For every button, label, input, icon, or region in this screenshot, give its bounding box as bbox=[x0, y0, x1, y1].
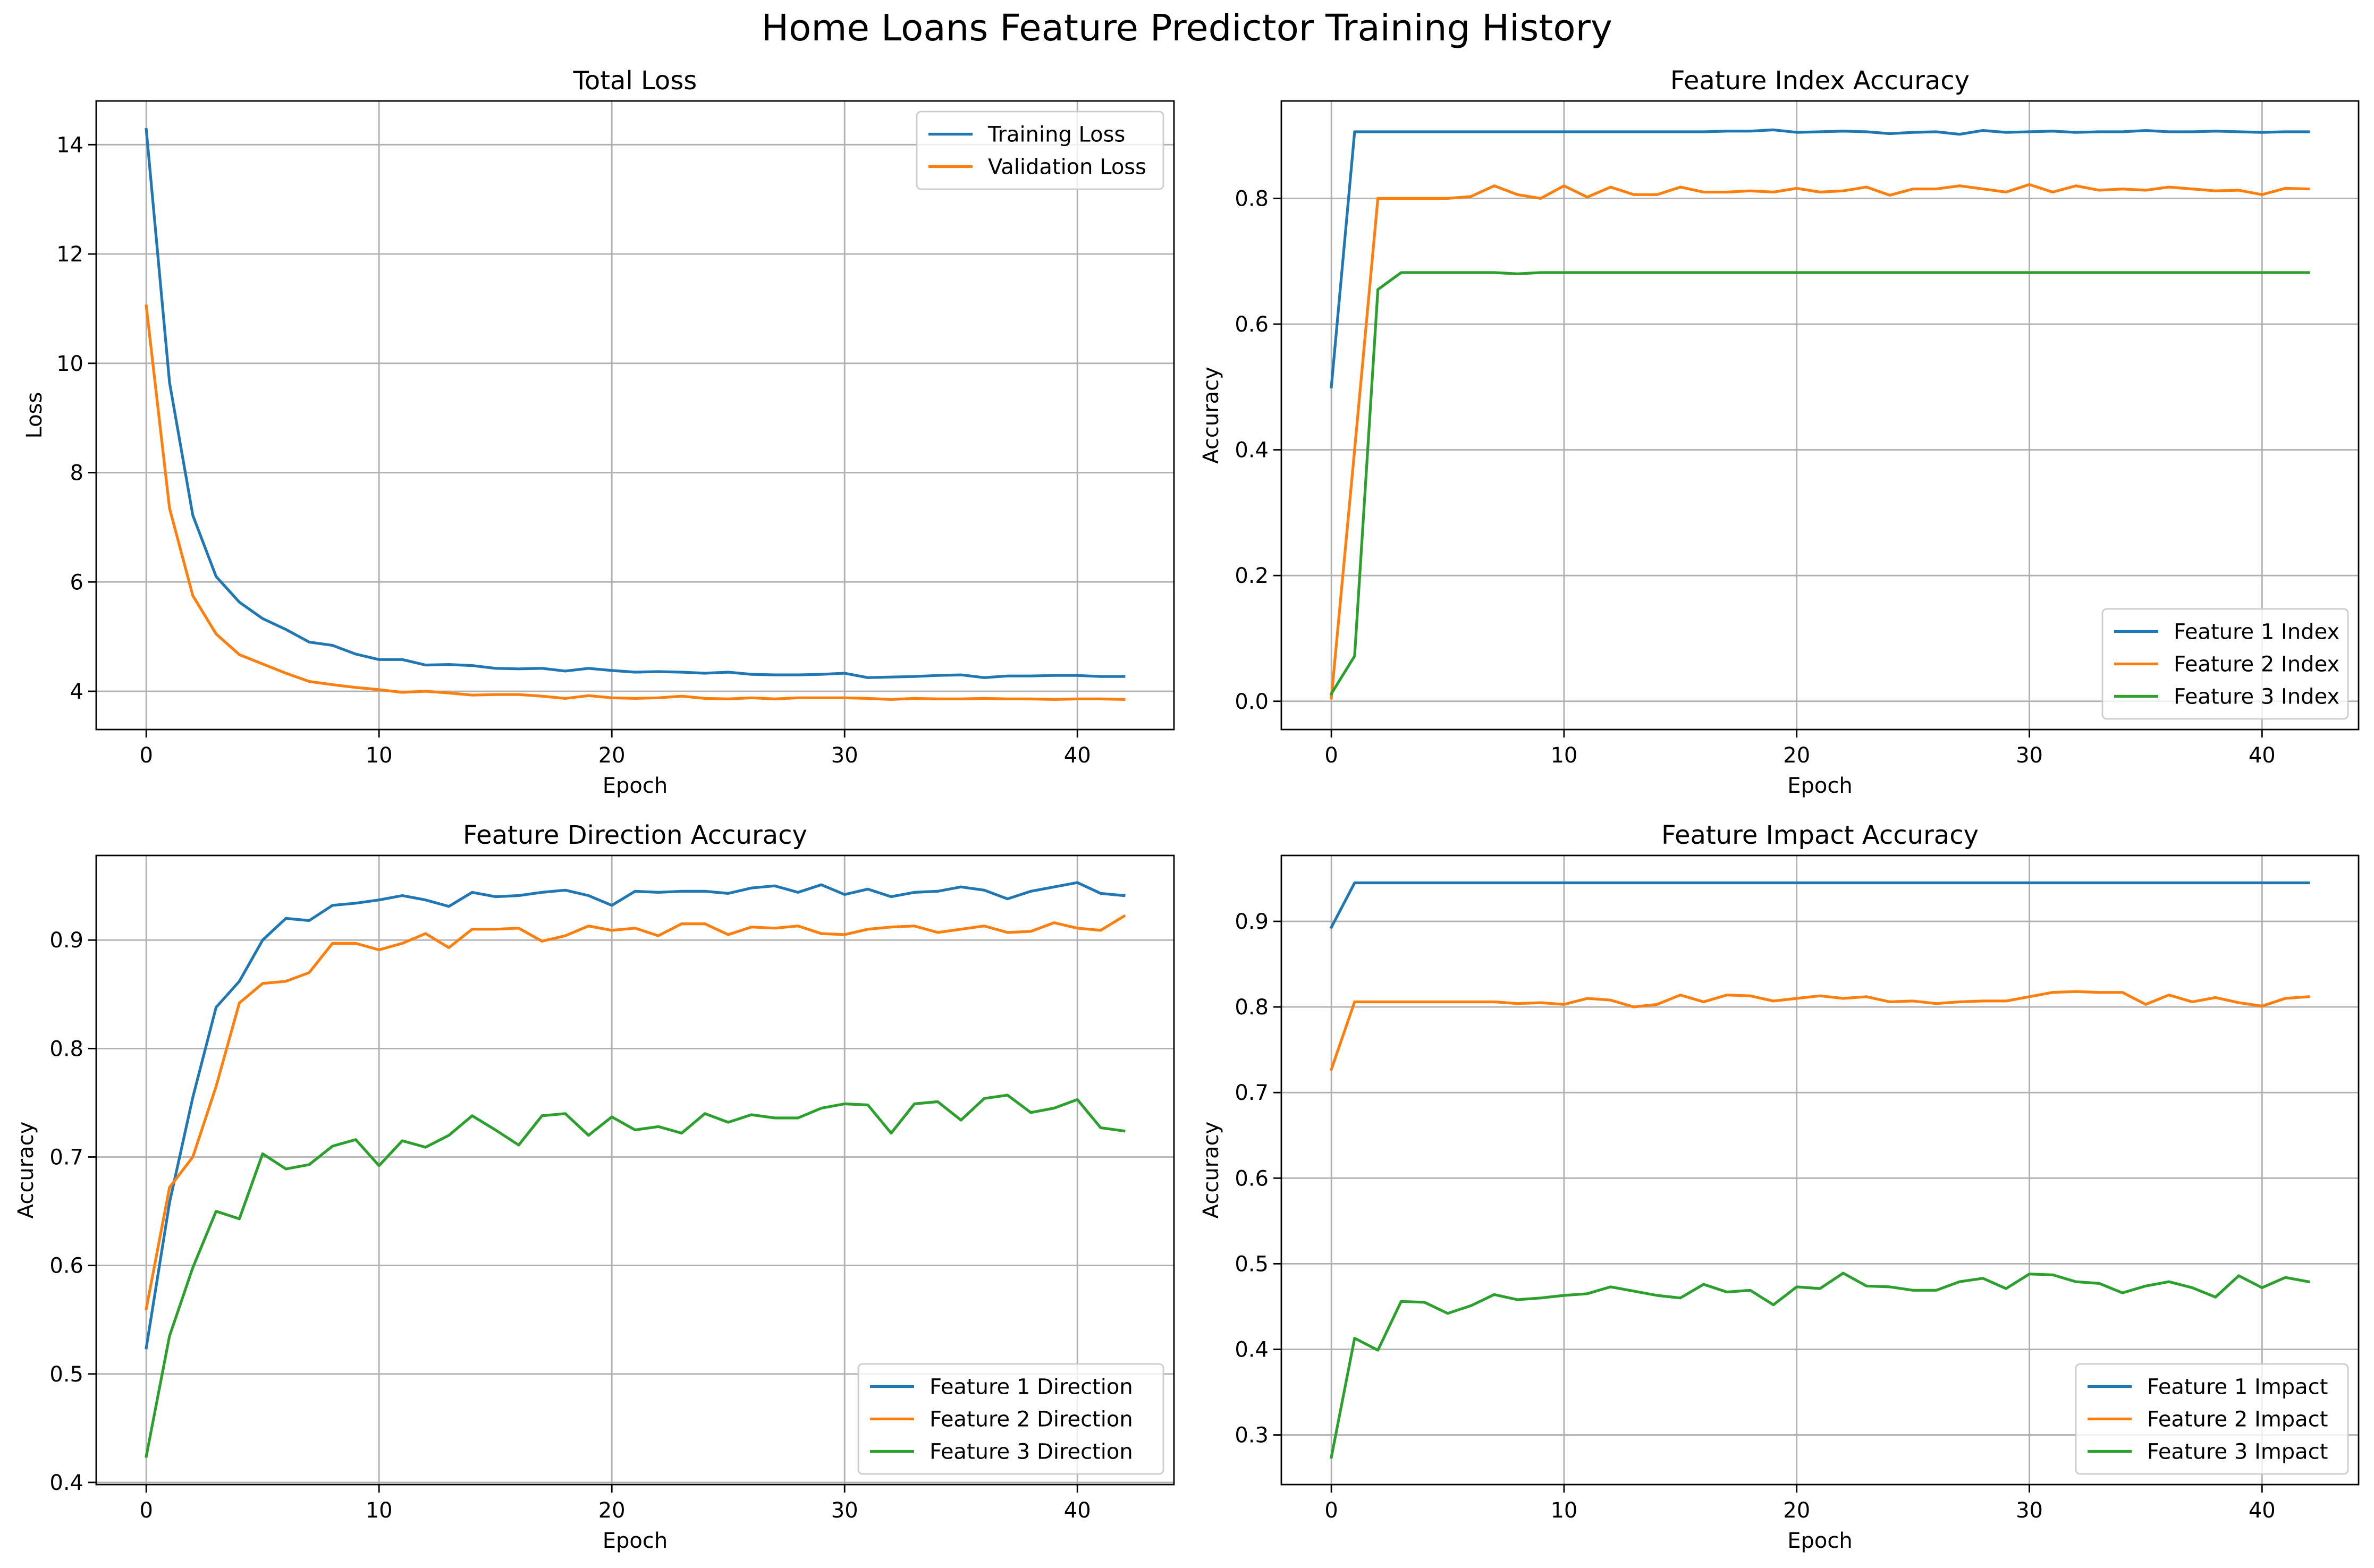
x-tick-label: 10 bbox=[366, 1498, 393, 1523]
subplot-title: Feature Index Accuracy bbox=[1670, 66, 1970, 96]
legend-box bbox=[857, 1363, 1164, 1475]
y-tick-label: 0.6 bbox=[1235, 312, 1269, 337]
y-tick-label: 14 bbox=[56, 133, 83, 157]
y-tick-label: 0.4 bbox=[1235, 438, 1269, 463]
x-tick-label: 0 bbox=[1324, 743, 1338, 768]
legend: Feature 1 Index Feature 2 Index Feature 3 … bbox=[2101, 608, 2349, 720]
x-tick-label: 10 bbox=[366, 743, 393, 768]
x-tick-label: 0 bbox=[139, 743, 153, 768]
legend-label-1: Feature 1 Impact bbox=[2147, 1375, 2328, 1400]
y-tick-label: 0.8 bbox=[1235, 187, 1269, 211]
series-line-2 bbox=[145, 914, 1126, 1311]
legend-box bbox=[2101, 608, 2349, 720]
y-tick-label: 0.9 bbox=[1235, 910, 1269, 934]
series-line-1 bbox=[145, 128, 1126, 679]
y-tick-label: 0.4 bbox=[49, 1471, 83, 1495]
series-line-2 bbox=[145, 304, 1126, 701]
axes-frame bbox=[1280, 100, 2360, 731]
legend: Feature 1 Impact Feature 2 Impact Feature … bbox=[2075, 1363, 2349, 1475]
y-axis-label: Accuracy bbox=[1199, 1122, 1223, 1219]
x-tick-label: 30 bbox=[831, 1498, 858, 1523]
subplot-3: 0 10 20 30 40 0.4 0.5 0.6 0.7 0.8 0.9 Feature Direc… bbox=[14, 820, 1175, 1553]
legend-label-1: Training Loss bbox=[987, 123, 1125, 147]
axes-frame bbox=[95, 100, 1175, 731]
y-tick-label: 10 bbox=[56, 352, 83, 376]
legend-label-2: Feature 2 Index bbox=[2174, 652, 2339, 677]
y-tick-label: 0.7 bbox=[49, 1146, 83, 1170]
y-tick-label: 0.8 bbox=[1235, 995, 1269, 1020]
legend-label-3: Feature 3 Impact bbox=[2147, 1440, 2328, 1464]
x-tick-label: 0 bbox=[1324, 1498, 1338, 1523]
x-tick-label: 40 bbox=[1064, 1498, 1091, 1523]
x-tick-label: 40 bbox=[2249, 743, 2276, 768]
y-tick-label: 0.5 bbox=[1235, 1252, 1269, 1276]
subplot-title: Feature Impact Accuracy bbox=[1661, 820, 1979, 850]
x-tick-label: 20 bbox=[1783, 1498, 1810, 1523]
x-tick-label: 30 bbox=[2016, 1498, 2043, 1523]
y-tick-label: 0.4 bbox=[1235, 1337, 1269, 1362]
y-tick-label: 0.0 bbox=[1235, 690, 1269, 714]
x-axis-label: Epoch bbox=[603, 1529, 668, 1553]
legend: Feature 1 Direction Feature 2 Direction Fe… bbox=[857, 1363, 1164, 1475]
legend-label-2: Feature 2 Direction bbox=[930, 1408, 1133, 1432]
x-tick-label: 30 bbox=[831, 743, 858, 768]
series-line-2 bbox=[1330, 183, 2310, 700]
legend: Training Loss Validation Loss bbox=[916, 111, 1164, 190]
y-tick-label: 8 bbox=[70, 461, 83, 486]
axes-frame bbox=[95, 854, 1175, 1486]
x-tick-label: 20 bbox=[598, 1498, 626, 1523]
x-tick-label: 20 bbox=[1783, 743, 1810, 768]
x-tick-label: 40 bbox=[1064, 743, 1091, 768]
series-line-3 bbox=[145, 1094, 1126, 1458]
series-line-3 bbox=[1330, 1272, 2310, 1459]
subplot-2: 0 10 20 30 40 0.0 0.2 0.4 0.6 0.8 Feature Index Ac… bbox=[1199, 66, 2360, 798]
subplot-title: Total Loss bbox=[573, 66, 697, 96]
legend-label-2: Validation Loss bbox=[988, 155, 1146, 180]
legend-box bbox=[916, 111, 1164, 190]
subplot-4: 0 10 20 30 40 0.3 0.4 0.5 0.6 0.7 0.8 0.9 Feature Im… bbox=[1199, 820, 2360, 1553]
figure-title: Home Loans Feature Predictor Training Hi… bbox=[761, 7, 1612, 49]
series-line-1 bbox=[1329, 881, 2310, 929]
x-tick-label: 20 bbox=[598, 743, 626, 768]
y-tick-label: 0.9 bbox=[49, 928, 83, 953]
series-line-1 bbox=[145, 881, 1126, 1350]
x-tick-label: 0 bbox=[139, 1498, 153, 1523]
y-tick-label: 0.8 bbox=[49, 1037, 83, 1061]
legend-label-2: Feature 2 Impact bbox=[2147, 1408, 2328, 1432]
y-tick-label: 0.2 bbox=[1235, 564, 1269, 588]
y-tick-label: 6 bbox=[70, 570, 83, 595]
series-line-3 bbox=[1329, 271, 2310, 696]
legend-label-3: Feature 3 Index bbox=[2174, 685, 2339, 709]
y-tick-label: 0.5 bbox=[49, 1362, 83, 1387]
legend-label-1: Feature 1 Direction bbox=[930, 1375, 1133, 1400]
y-tick-label: 0.6 bbox=[1235, 1166, 1269, 1191]
x-tick-label: 40 bbox=[2249, 1498, 2276, 1523]
x-tick-label: 10 bbox=[1550, 1498, 1577, 1523]
y-tick-label: 12 bbox=[56, 242, 83, 267]
subplot-title: Feature Direction Accuracy bbox=[463, 820, 807, 850]
y-axis-label: Accuracy bbox=[14, 1122, 38, 1219]
y-tick-label: 4 bbox=[70, 680, 83, 704]
legend-label-3: Feature 3 Direction bbox=[930, 1440, 1133, 1464]
y-axis-label: Loss bbox=[22, 392, 47, 439]
axes-frame bbox=[1280, 854, 2360, 1486]
series-line-2 bbox=[1329, 990, 2310, 1072]
series-line-1 bbox=[1330, 128, 2310, 389]
y-tick-label: 0.6 bbox=[49, 1254, 83, 1278]
x-tick-label: 30 bbox=[2016, 743, 2043, 768]
subplot-1: 0 10 20 30 40 4 6 8 10 12 14 Total Loss Epoch Loss Tra… bbox=[22, 66, 1175, 798]
y-tick-label: 0.3 bbox=[1235, 1423, 1269, 1448]
x-tick-label: 10 bbox=[1550, 743, 1577, 768]
legend-box bbox=[2075, 1363, 2349, 1475]
y-tick-label: 0.7 bbox=[1235, 1081, 1269, 1105]
x-axis-label: Epoch bbox=[1787, 1529, 1852, 1553]
y-axis-label: Accuracy bbox=[1199, 367, 1223, 464]
x-axis-label: Epoch bbox=[1787, 774, 1852, 798]
x-axis-label: Epoch bbox=[603, 774, 668, 798]
legend-label-1: Feature 1 Index bbox=[2174, 620, 2339, 645]
subplot-grid: 0 10 20 30 40 4 6 8 10 12 14 Total Loss Epoch Loss Tra… bbox=[14, 66, 2360, 1553]
